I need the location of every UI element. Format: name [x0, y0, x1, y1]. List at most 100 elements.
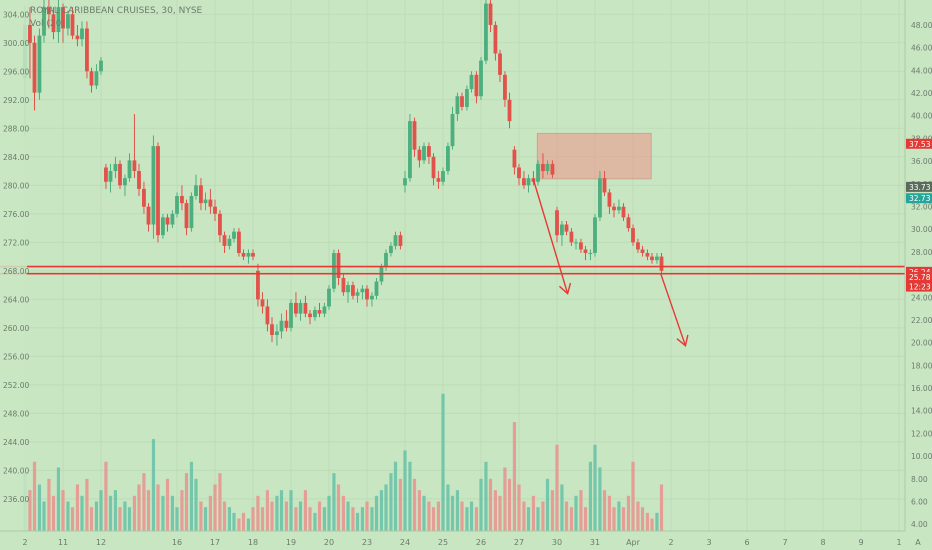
volume-bar — [374, 495, 379, 531]
candle — [132, 114, 137, 179]
candle-body — [199, 185, 203, 204]
volume-bar — [588, 461, 593, 531]
arrow-shaft — [532, 179, 569, 294]
volume-bar — [108, 495, 113, 531]
candle-body — [94, 71, 99, 86]
candle-body — [598, 178, 602, 218]
candle-body — [431, 156, 436, 179]
candle-body — [427, 146, 431, 157]
time-axis-tick-label: 30 — [552, 538, 562, 547]
volume-bar — [194, 478, 198, 531]
candle-body — [583, 249, 588, 254]
volume-bar — [346, 501, 350, 531]
volume-bar — [469, 501, 474, 531]
candle — [550, 160, 555, 179]
candle-body — [180, 196, 184, 204]
volume-bar — [436, 501, 441, 531]
candle — [284, 310, 289, 332]
candle-body — [237, 231, 241, 254]
candle — [636, 238, 640, 254]
candle — [355, 288, 360, 303]
volume-bar — [61, 490, 65, 531]
candle — [545, 160, 550, 175]
candle — [555, 206, 559, 243]
volume-bar — [256, 495, 260, 531]
volume-bar — [151, 439, 156, 531]
candle-body — [32, 42, 37, 93]
candle-body — [208, 199, 213, 207]
volume-bar — [99, 490, 103, 531]
candle-body — [142, 188, 146, 207]
volume-bar — [398, 478, 403, 531]
candle — [99, 57, 103, 75]
secondary-axis-tick-label: 8.00 — [911, 475, 928, 484]
secondary-axis-tick-label: 6.00 — [911, 498, 928, 507]
volume-bar — [541, 501, 545, 531]
price-axis-tick-label: 284.00 — [3, 153, 29, 162]
candle-body — [47, 7, 51, 15]
candle-body — [355, 292, 360, 296]
candle — [118, 160, 122, 189]
candle — [203, 192, 208, 211]
candle — [113, 156, 118, 179]
candle-body — [222, 235, 227, 246]
secondary-axis-tick-label: 18.00 — [911, 361, 932, 370]
time-axis-tick-label: 23 — [362, 538, 372, 547]
candle-body — [336, 253, 341, 278]
candle-body — [123, 178, 127, 186]
secondary-axis-tick-label: 24.00 — [911, 293, 932, 302]
price-badge-background — [906, 272, 932, 283]
candle-body — [422, 146, 426, 161]
volume-bar — [607, 495, 612, 531]
candle — [655, 253, 659, 264]
candle-body — [161, 217, 165, 236]
time-axis-tick-label: 2 — [668, 538, 673, 547]
candle — [460, 92, 464, 111]
candle-body — [203, 199, 208, 204]
candle — [598, 171, 602, 221]
volume-bar — [170, 495, 175, 531]
candle — [294, 292, 298, 318]
candle-body — [61, 7, 65, 29]
volume-bar — [455, 490, 460, 531]
candle — [441, 167, 445, 186]
price-badge-label: 25.78 — [909, 273, 931, 282]
candle-body — [360, 288, 365, 293]
time-axis-tick-label: 3 — [706, 538, 711, 547]
time-axis-tick-label: 24 — [400, 538, 410, 547]
candle — [503, 71, 507, 107]
candle — [574, 238, 578, 250]
candle — [123, 174, 127, 197]
price-axis-tick-label: 248.00 — [3, 409, 29, 418]
arrow-head — [676, 334, 689, 347]
candle-body — [156, 146, 160, 236]
candle-body — [564, 224, 569, 232]
candle — [80, 21, 84, 47]
price-badge-label: 12:23 — [909, 283, 931, 292]
volume-bar — [42, 501, 46, 531]
volume-bar — [650, 518, 654, 531]
secondary-axis-tick-label: 48.00 — [911, 21, 932, 30]
volume-bar — [403, 450, 407, 531]
candle-body — [327, 288, 331, 307]
volume-bar — [550, 490, 555, 531]
candle-body — [42, 7, 46, 36]
candle — [51, 7, 56, 40]
candle-body — [99, 60, 103, 72]
candle — [156, 142, 160, 243]
volume-bar — [617, 501, 621, 531]
candle-body — [232, 231, 236, 239]
candle-body — [446, 146, 450, 172]
time-axis-tick-label: 20 — [324, 538, 334, 547]
volume-bar — [47, 478, 51, 531]
volume-bar — [564, 501, 569, 531]
volume-bar — [636, 501, 640, 531]
candle — [127, 153, 132, 182]
candle — [260, 292, 265, 314]
price-axis-tick-label: 304.00 — [3, 10, 29, 19]
volume-bar — [360, 507, 365, 531]
volume-bar — [284, 501, 289, 531]
time-axis-tick-label: 7 — [782, 538, 787, 547]
